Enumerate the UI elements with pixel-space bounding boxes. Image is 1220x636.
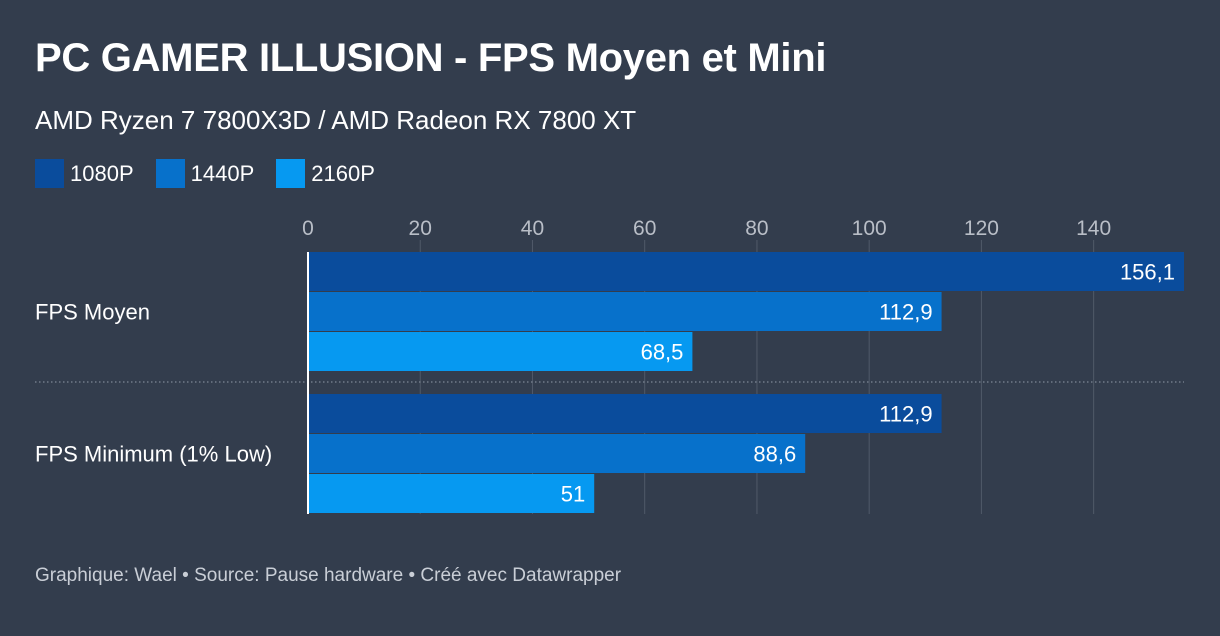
data-label: 156,1 xyxy=(1120,260,1175,285)
chart-subtitle: AMD Ryzen 7 7800X3D / AMD Radeon RX 7800… xyxy=(35,105,637,135)
x-tick-label: 20 xyxy=(409,217,432,240)
legend-label: 1440P xyxy=(190,160,255,186)
x-tick-label: 40 xyxy=(521,217,544,240)
x-tick-label: 140 xyxy=(1076,217,1111,240)
x-tick-label: 0 xyxy=(302,217,314,240)
bar-2160p xyxy=(308,474,595,513)
bar-1440p xyxy=(308,434,806,473)
data-label: 88,6 xyxy=(753,442,796,467)
chart-title: PC GAMER ILLUSION - FPS Moyen et Mini xyxy=(35,36,827,80)
category-label: FPS Moyen xyxy=(35,300,150,325)
x-tick-label: 60 xyxy=(633,217,656,240)
bar-1440p xyxy=(308,292,942,331)
x-tick-label: 120 xyxy=(964,217,999,240)
footer-credits: Graphique: Wael • Source: Pause hardware… xyxy=(35,565,622,586)
legend-item-1440p: 1440P xyxy=(155,159,255,188)
x-tick-label: 80 xyxy=(745,217,768,240)
legend-label: 2160P xyxy=(311,160,375,186)
bar-2160p xyxy=(308,332,693,371)
legend-label: 1080P xyxy=(70,160,134,186)
data-label: 112,9 xyxy=(879,402,932,427)
data-label: 68,5 xyxy=(641,340,684,365)
legend-swatch xyxy=(35,159,64,188)
x-tick-label: 100 xyxy=(852,217,887,240)
bar-1080p xyxy=(308,394,942,433)
data-label: 51 xyxy=(561,482,585,507)
legend-swatch xyxy=(155,159,185,188)
category-label: FPS Minimum (1% Low) xyxy=(35,442,272,467)
legend: 1080P 1440P 2160P xyxy=(35,159,397,188)
legend-swatch xyxy=(276,159,306,188)
bar-1080p xyxy=(308,252,1184,291)
legend-item-2160p: 2160P xyxy=(276,159,375,188)
data-label: 112,9 xyxy=(879,300,932,325)
legend-item-1080p: 1080P xyxy=(35,159,134,188)
